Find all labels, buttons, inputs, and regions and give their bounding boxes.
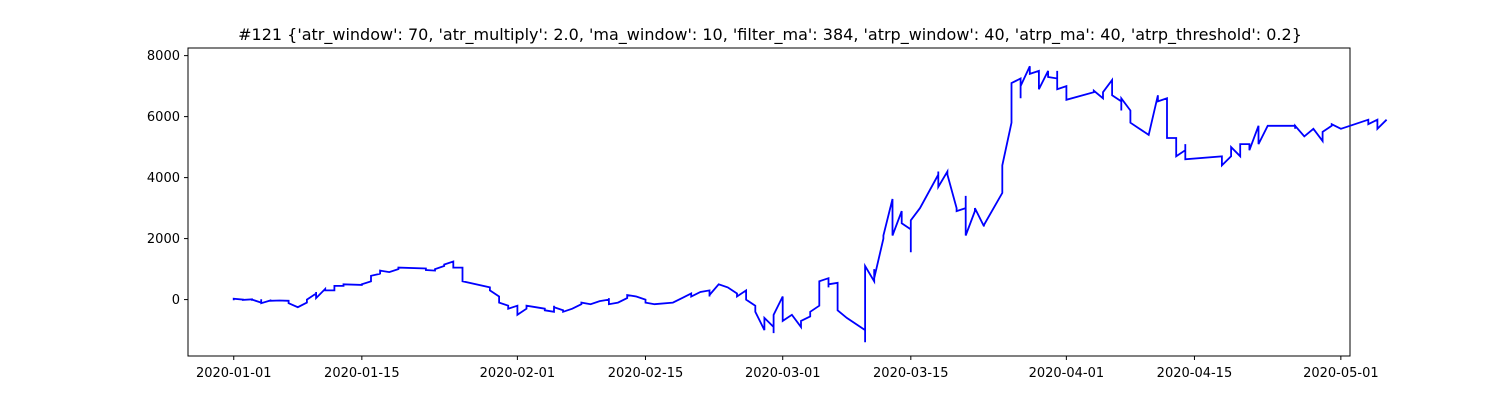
y-tick-label: 0 [172, 293, 180, 308]
x-tick-label: 2020-04-01 [1029, 366, 1105, 381]
x-tick-label: 2020-03-01 [745, 366, 821, 381]
y-tick-label: 6000 [147, 110, 180, 125]
x-tick-label: 2020-03-15 [873, 366, 949, 381]
x-tick-label: 2020-05-01 [1303, 366, 1379, 381]
x-tick-label: 2020-01-01 [196, 366, 272, 381]
y-tick-label: 4000 [147, 171, 180, 186]
chart-title: #121 {'atr_window': 70, 'atr_multiply': … [238, 25, 1302, 45]
x-axis: 2020-01-01 2020-01-15 2020-02-01 2020-02-15… [196, 356, 1379, 381]
series-line [232, 65, 1388, 343]
x-tick-label: 2020-02-01 [480, 366, 556, 381]
y-tick-label: 8000 [147, 49, 180, 64]
plot-area [187, 47, 1351, 357]
x-tick-label: 2020-01-15 [324, 366, 400, 381]
x-tick-label: 2020-02-15 [608, 366, 684, 381]
y-tick-label: 2000 [147, 232, 180, 247]
y-axis: 0 2000 4000 6000 8000 [147, 49, 188, 308]
x-tick-label: 2020-04-15 [1157, 366, 1233, 381]
